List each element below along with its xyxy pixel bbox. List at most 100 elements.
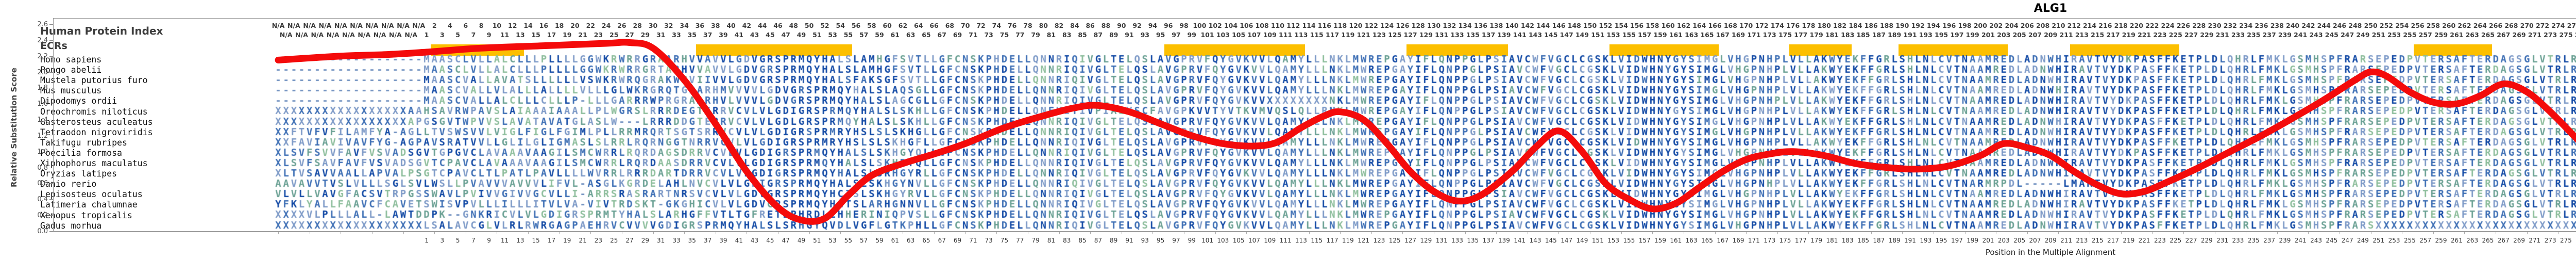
- ruler-label: 17: [547, 237, 556, 244]
- ruler-label: 65: [922, 237, 930, 244]
- ruler-label: 161: [1670, 237, 1682, 244]
- ruler-label: 151: [1591, 237, 1604, 244]
- ruler-label: 127: [1404, 237, 1416, 244]
- ruler-label: 215: [2091, 237, 2104, 244]
- ruler-label: 159: [1654, 237, 1666, 244]
- ruler-label: 239: [2279, 237, 2291, 244]
- ruler-label: 241: [2294, 237, 2307, 244]
- ruler-label: 85: [1078, 237, 1087, 244]
- ruler-label: 89: [1110, 237, 1118, 244]
- ruler-label: 53: [828, 237, 837, 244]
- ruler-label: 197: [1951, 237, 1963, 244]
- x-tick-mark: [1621, 232, 1622, 234]
- x-tick-mark: [2277, 232, 2278, 234]
- x-tick-mark: [1402, 232, 1403, 234]
- ruler-label: 111: [1279, 237, 1292, 244]
- ruler-label: 207: [2029, 237, 2041, 244]
- x-tick-mark: [278, 232, 279, 234]
- ruler-label: 81: [1047, 237, 1056, 244]
- ruler-label: 43: [750, 237, 759, 244]
- ruler-label: 73: [985, 237, 993, 244]
- ruler-label: 119: [1342, 237, 1354, 244]
- ruler-label: 69: [953, 237, 962, 244]
- ruler-label: 221: [2138, 237, 2150, 244]
- ruler-label: 51: [813, 237, 821, 244]
- x-tick-mark: [840, 232, 841, 234]
- ruler-label: 137: [1482, 237, 1495, 244]
- ruler-label: 99: [1188, 237, 1196, 244]
- ruler-label: 231: [2216, 237, 2229, 244]
- ruler-label: 19: [563, 237, 571, 244]
- x-tick-mark: [1246, 232, 1247, 234]
- x-tick-mark: [1309, 232, 1310, 234]
- ruler-label: 263: [2466, 237, 2479, 244]
- x-tick-mark: [2183, 232, 2184, 234]
- ruler-label: 107: [1248, 237, 1260, 244]
- ruler-label: 153: [1607, 237, 1620, 244]
- ruler-label: 273: [2544, 237, 2556, 244]
- ruler-label: 229: [2200, 237, 2213, 244]
- ruler-label: 189: [1888, 237, 1901, 244]
- ruler-label: 141: [1514, 237, 1526, 244]
- x-tick-mark: [1746, 232, 1747, 234]
- ruler-label: 49: [797, 237, 806, 244]
- ruler-label: 139: [1498, 237, 1510, 244]
- ruler-label: 103: [1217, 237, 1229, 244]
- ruler-label: 95: [1156, 237, 1165, 244]
- x-tick-mark: [965, 232, 966, 234]
- ruler-label: 247: [2341, 237, 2353, 244]
- ruler-label: 41: [735, 237, 743, 244]
- ruler-label: 113: [1295, 237, 1307, 244]
- ruler-label: 87: [1094, 237, 1102, 244]
- ruler-label: 133: [1451, 237, 1463, 244]
- ruler-label: 91: [1125, 237, 1133, 244]
- ruler-label: 101: [1201, 237, 1213, 244]
- ruler-label: 261: [2450, 237, 2463, 244]
- x-tick-mark: [2308, 232, 2309, 234]
- ruler-label: 61: [891, 237, 899, 244]
- ruler-label: 209: [2044, 237, 2057, 244]
- x-tick-mark: [2121, 232, 2122, 234]
- ruler-label: 157: [1638, 237, 1651, 244]
- ruler-label: 185: [1857, 237, 1869, 244]
- x-tick-mark: [1371, 232, 1372, 234]
- ruler-label: 83: [1063, 237, 1071, 244]
- x-tick-mark: [1215, 232, 1216, 234]
- ruler-label: 249: [2357, 237, 2369, 244]
- ruler-label: 259: [2435, 237, 2447, 244]
- ruler-label: 265: [2482, 237, 2494, 244]
- x-tick-mark: [1902, 232, 1903, 234]
- ruler-label: 195: [1935, 237, 1947, 244]
- ruler-label: 39: [719, 237, 727, 244]
- x-tick-mark: [1496, 232, 1497, 234]
- ruler-label: 147: [1561, 237, 1573, 244]
- ruler-label: 67: [938, 237, 946, 244]
- x-tick-mark: [1652, 232, 1653, 234]
- ruler-label: 169: [1732, 237, 1744, 244]
- ruler-label: 123: [1373, 237, 1385, 244]
- ruler-label: 47: [782, 237, 790, 244]
- ruler-label: 165: [1701, 237, 1713, 244]
- ruler-label: 131: [1435, 237, 1448, 244]
- ruler-label: 167: [1717, 237, 1729, 244]
- ruler-label: 205: [2013, 237, 2026, 244]
- x-tick-mark: [2464, 232, 2465, 234]
- ruler-label: 183: [1841, 237, 1854, 244]
- ruler-label: 23: [594, 237, 603, 244]
- ruler-label: 35: [688, 237, 696, 244]
- ruler-label: 33: [672, 237, 681, 244]
- ruler-label: 121: [1358, 237, 1370, 244]
- ruler-label: 179: [1810, 237, 1823, 244]
- x-axis-label: Position in the Multiple Alignment: [1985, 248, 2116, 257]
- ruler-label: 193: [1920, 237, 1932, 244]
- ruler-label: 203: [1997, 237, 2010, 244]
- x-tick-mark: [2527, 232, 2528, 234]
- x-tick-mark: [684, 232, 685, 234]
- ruler-label: 55: [844, 237, 853, 244]
- x-tick-mark: [2152, 232, 2153, 234]
- ruler-label: 245: [2326, 237, 2338, 244]
- ruler-label: 255: [2403, 237, 2416, 244]
- ruler-label: 235: [2247, 237, 2260, 244]
- ruler-label: 3: [440, 237, 445, 244]
